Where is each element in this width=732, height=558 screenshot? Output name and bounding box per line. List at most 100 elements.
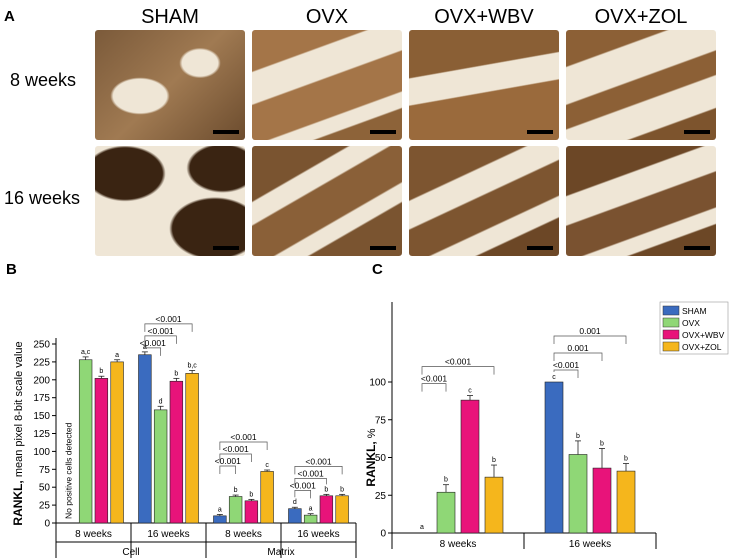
y-axis-label-rest: %	[366, 428, 378, 441]
significance-p-value: <0.001	[223, 444, 250, 454]
significance-p-value: <0.001	[421, 374, 448, 384]
micrograph-8w-ovx-zol	[566, 30, 716, 140]
significance-bracket	[144, 341, 161, 356]
scale-bar	[527, 130, 553, 134]
significance-letter: b	[174, 370, 178, 377]
micrograph-16w-ovx-zol	[566, 146, 716, 256]
panel-b-letter: B	[6, 261, 17, 278]
significance-letter: c	[265, 462, 269, 469]
bar-sham	[288, 508, 302, 524]
x-group-label: 16 weeks	[569, 539, 611, 550]
significance-letter: b	[340, 486, 344, 493]
bar-ovx+wbv	[244, 500, 259, 524]
y-tick-label: 75	[375, 415, 387, 426]
significance-p-value: <0.001	[148, 326, 175, 336]
bar-ovx+wbv	[592, 467, 612, 534]
panel-c-letter: C	[372, 261, 383, 278]
y-tick-label: 150	[33, 411, 50, 422]
significance-p-value: <0.001	[215, 456, 242, 466]
significance-letter: a	[420, 524, 424, 531]
scale-bar	[527, 246, 553, 250]
significance-bracket	[219, 453, 252, 463]
legend-label: OVX+ZOL	[682, 342, 722, 352]
y-tick-label: 25	[375, 491, 387, 502]
significance-bracket	[144, 323, 193, 332]
y-tick-label: 0	[380, 529, 386, 540]
significance-bracket	[553, 352, 603, 361]
column-header-sham: SHAM	[141, 6, 199, 28]
significance-p-value: <0.001	[290, 480, 317, 490]
scale-bar	[370, 246, 396, 250]
bar-ovx+zol	[335, 495, 349, 524]
scale-bar	[684, 246, 710, 250]
significance-p-value: <0.001	[305, 456, 332, 466]
y-tick-label: 250	[33, 340, 50, 351]
significance-letter: a	[115, 352, 119, 359]
y-axis-label-bold: RANKL,	[366, 441, 378, 486]
significance-bracket	[294, 490, 311, 499]
significance-bracket	[294, 478, 327, 487]
significance-bracket	[553, 369, 579, 378]
y-tick-label: 50	[375, 453, 387, 464]
x-group-label: 8 weeks	[75, 529, 112, 540]
bar-ovx	[568, 454, 588, 534]
significance-letter: b	[444, 477, 448, 484]
bar-ovx+wbv	[460, 399, 480, 534]
y-tick-label: 175	[33, 393, 50, 404]
y-tick-label: 200	[33, 375, 50, 386]
bar-ovx+zol	[484, 476, 504, 534]
bar-ovx	[228, 496, 243, 524]
bar-ovx	[153, 409, 168, 524]
scale-bar	[684, 130, 710, 134]
row-header-16-weeks: 16 weeks	[4, 188, 81, 208]
bar-ovx	[78, 359, 93, 524]
significance-bracket	[144, 335, 177, 344]
bar-ovx+zol	[616, 470, 636, 534]
bar-ovx	[303, 514, 318, 524]
scale-bar	[213, 130, 239, 134]
column-header-ovx: OVX	[305, 6, 349, 28]
significance-letter: b	[249, 491, 253, 498]
row-header-8-weeks: 8 weeks	[10, 70, 77, 90]
y-tick-label: 100	[33, 447, 50, 458]
bar-ovx+zol	[260, 471, 274, 524]
significance-letter: b,c	[187, 362, 197, 369]
significance-p-value: 0.001	[567, 343, 589, 353]
column-header-ovx-zol: OVX+ZOL	[594, 6, 688, 28]
y-tick-label: 100	[369, 378, 386, 389]
significance-p-value: 0.001	[579, 326, 601, 336]
significance-letter: b	[624, 456, 628, 463]
x-supergroup-label: Matrix	[267, 547, 294, 558]
column-header-ovx-wbv: OVX+WBV	[434, 6, 534, 28]
y-axis-label: RANKL, mean pixel 8-bit scale value	[11, 341, 25, 525]
y-axis-label-bold: RANKL,	[11, 480, 25, 525]
x-group-label: 16 weeks	[297, 529, 339, 540]
chart-b: B 0 25 50 75 100 125 150 175 200 225 250 RANKL, mean…	[6, 261, 357, 558]
y-tick-label: 25	[39, 501, 51, 512]
micrograph-8w-sham	[95, 30, 245, 140]
significance-letter: b	[600, 440, 604, 447]
bar-ovx+zol	[185, 373, 199, 524]
significance-letter: c	[552, 374, 556, 381]
legend-swatch	[662, 305, 680, 316]
legend-label: OVX+WBV	[682, 330, 725, 340]
bar-ovx	[436, 491, 456, 534]
bar-ovx+wbv	[169, 380, 184, 524]
significance-letter: b	[234, 487, 238, 494]
legend-swatch	[662, 341, 680, 352]
micrograph-16w-ovx-wbv	[409, 146, 559, 256]
chart-c: C 0 25 50 75 100 RANKL, % a b c b 8 weeks c b b b 16 wee…	[366, 261, 729, 550]
significance-letter: b	[576, 433, 580, 440]
no-positive-cells-note: No positive cells detected	[63, 422, 73, 519]
x-group-label: 16 weeks	[147, 529, 189, 540]
significance-bracket	[421, 383, 447, 392]
bar-sham	[138, 354, 152, 524]
y-tick-label: 225	[33, 357, 50, 368]
micrograph-8w-ovx	[252, 30, 402, 140]
significance-bracket	[553, 335, 627, 344]
y-tick-label: 125	[33, 429, 50, 440]
y-axis-label-rest: mean pixel 8-bit scale value	[13, 341, 25, 480]
significance-letter: d	[293, 499, 297, 506]
y-axis-label: RANKL, %	[366, 428, 378, 486]
significance-letter: a	[309, 506, 313, 513]
